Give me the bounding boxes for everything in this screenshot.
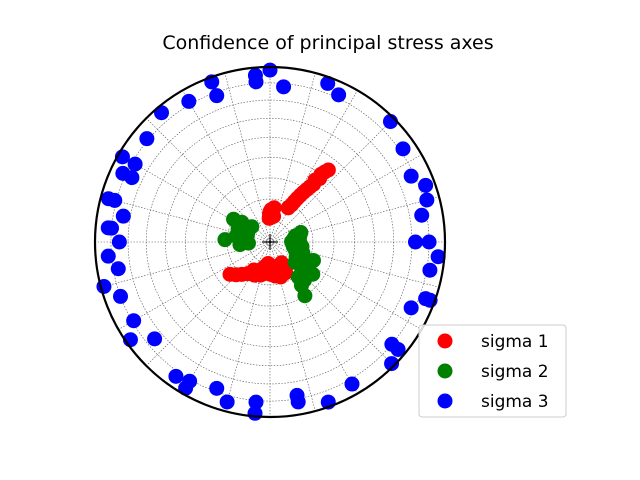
data-point-sigma-3 [248,74,264,90]
grid-radial-line [118,154,271,243]
stereonet-grid [95,67,445,417]
data-point-sigma-3 [384,336,400,352]
data-point-sigma-3 [181,93,197,109]
grid-radial-line [100,196,271,243]
data-point-sigma-1 [222,266,238,282]
series-sigma-1 [222,162,336,285]
data-point-sigma-3 [418,291,434,307]
data-point-sigma-3 [430,249,446,265]
grid-radial-line [146,118,271,243]
grid-radial-line [182,241,271,394]
data-point-sigma-3 [421,234,437,250]
legend-marker-sigma-1 [437,333,453,349]
data-point-sigma-3 [384,356,400,372]
data-point-sigma-2 [244,219,260,235]
data-point-sigma-3 [147,331,163,347]
data-point-sigma-3 [248,394,264,410]
data-point-sigma-3 [422,262,438,278]
data-point-sigma-3 [113,288,129,304]
data-point-sigma-2 [217,232,233,248]
legend-label-sigma-1: sigma 1 [481,332,549,352]
data-point-sigma-3 [414,207,430,223]
data-point-sigma-3 [289,387,305,403]
grid-radial-line [269,72,316,243]
grid-radial-line [269,196,440,243]
data-point-sigma-2 [305,266,321,282]
data-point-sigma-1 [266,208,282,224]
chart-title: Confidence of principal stress axes [162,32,493,54]
grid-radial-line [118,241,271,330]
data-point-sigma-2 [299,252,315,268]
data-point-sigma-3 [418,177,434,193]
grid-radial-line [269,154,422,243]
data-point-sigma-3 [403,168,419,184]
grid-radial-line [146,241,271,366]
data-point-sigma-2 [297,288,313,304]
legend: sigma 1 sigma 2 sigma 3 [418,324,567,418]
grid-radial-line [269,118,394,243]
data-point-sigma-3 [168,368,184,384]
data-point-sigma-3 [276,79,292,95]
center-cross [262,234,278,250]
grid-radial-line [269,241,316,412]
grid-radial-line [269,241,358,394]
data-point-sigma-3 [262,62,278,78]
legend-marker-sigma-3 [437,393,453,409]
data-point-sigma-3 [111,234,127,250]
data-point-sigma-3 [115,208,131,224]
data-point-sigma-3 [100,248,116,264]
data-point-sigma-3 [127,156,143,172]
grid-radial-line [182,90,271,243]
legend-frame [418,324,567,418]
data-point-sigma-3 [403,300,419,316]
grid-radial-line [269,241,422,330]
data-point-sigma-3 [182,373,198,389]
data-point-sigma-3 [320,75,336,91]
grid-circle [165,137,375,347]
data-point-sigma-3 [100,220,116,236]
data-point-sigma-2 [226,211,242,227]
stereonet-outline [93,65,447,419]
data-point-sigma-3 [407,234,423,250]
data-point-sigma-3 [419,192,435,208]
data-point-sigma-1 [320,162,336,178]
data-point-sigma-3 [395,141,411,157]
data-point-sigma-3 [126,313,142,329]
data-point-sigma-3 [124,170,140,186]
grid-radial-line [269,241,394,366]
data-point-sigma-3 [219,394,235,410]
data-point-sigma-3 [110,261,126,277]
legend-label-sigma-3: sigma 3 [481,392,549,412]
data-point-sigma-2 [240,235,256,251]
grid-radial-line [269,90,358,243]
legend-marker-sigma-2 [437,363,453,379]
data-point-sigma-3 [344,376,360,392]
data-point-sigma-3 [331,87,347,103]
data-point-sigma-3 [209,88,225,104]
data-point-sigma-3 [107,192,123,208]
data-point-sigma-3 [209,380,225,396]
data-point-sigma-3 [154,105,170,121]
grid-radial-line [269,241,440,288]
series-sigma-2 [217,211,321,304]
grid-radial-line [224,72,271,243]
grid-radial-line [224,241,271,412]
grid-radial-line [100,241,271,288]
legend-label-sigma-2: sigma 2 [481,362,549,382]
data-point-sigma-3 [139,131,155,147]
